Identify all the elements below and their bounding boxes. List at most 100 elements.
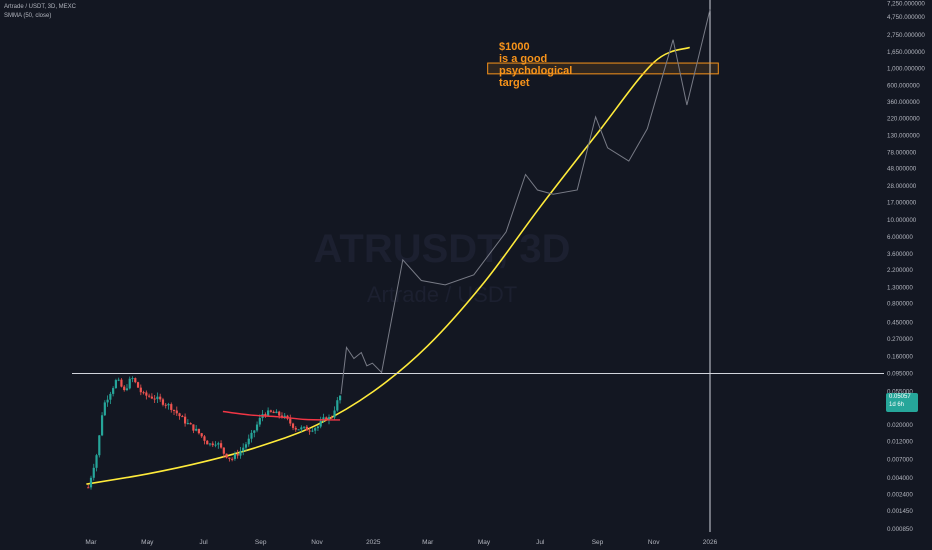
candle-body	[333, 410, 336, 418]
y-tick-label: 0.012000	[887, 439, 913, 446]
candle-body	[338, 395, 342, 401]
candle-body	[161, 399, 165, 405]
candle-body	[264, 414, 267, 416]
candle-body	[178, 413, 181, 417]
candle-body	[117, 379, 120, 381]
symbol-title[interactable]: Artrade / USDT, 3D, MEXC	[4, 4, 77, 10]
candle-body	[242, 447, 245, 452]
candle-body	[250, 432, 253, 439]
y-tick-label: 1,650.000000	[887, 49, 925, 56]
candle-body	[228, 457, 231, 459]
candle-body	[123, 386, 126, 391]
price-axis[interactable]: 7,250.000000 4,750.000000 2,750.000000 1,65…	[887, 0, 925, 533]
candle-body	[255, 424, 259, 431]
candle-body	[302, 426, 306, 428]
candle-body	[186, 423, 189, 425]
x-tick-label: Sep	[592, 539, 604, 546]
candle-body	[150, 396, 153, 399]
candle-body	[170, 404, 173, 410]
candle-body	[258, 417, 261, 425]
y-tick-label: 1.300000	[887, 284, 913, 291]
time-axis[interactable]: Mar May Jul Sep Nov 2025 Mar May Jul Sep Nov 2026	[85, 539, 717, 546]
candle-body	[131, 378, 134, 380]
x-tick-label: May	[478, 539, 491, 546]
candle-body	[189, 423, 192, 425]
candle-body	[100, 415, 104, 436]
x-tick-label: Jul	[536, 539, 545, 546]
smma-line	[222, 410, 341, 421]
candle-body	[200, 433, 203, 437]
candle-body	[211, 443, 214, 446]
candle-body	[208, 443, 212, 445]
target-rect	[487, 62, 719, 75]
x-tick-label: 2026	[703, 539, 718, 546]
candle-body	[145, 392, 148, 396]
y-tick-label: 0.450000	[887, 319, 913, 326]
y-tick-label: 0.000850	[887, 526, 913, 533]
candle-body	[217, 443, 220, 445]
candle-body	[291, 423, 295, 428]
y-tick-label: 220.000000	[887, 115, 920, 122]
x-tick-label: Nov	[648, 539, 660, 546]
candle-body	[98, 435, 101, 456]
y-tick-label: 0.007000	[887, 456, 913, 463]
candle-body	[95, 455, 98, 468]
candle-body	[231, 458, 234, 460]
candle-body	[114, 380, 118, 389]
candle-body	[239, 451, 242, 456]
y-tick-label: 0.270000	[887, 336, 913, 343]
smma-path	[222, 410, 341, 421]
y-tick-label: 6.000000	[887, 234, 913, 241]
parabolic-curve	[86, 46, 691, 485]
y-tick-label: 0.800000	[887, 300, 913, 307]
y-tick-label: 2,750.000000	[887, 32, 925, 39]
candle-body	[280, 415, 284, 418]
candle-body	[134, 378, 137, 383]
x-tick-label: May	[141, 539, 154, 546]
x-tick-label: 2025	[366, 539, 381, 546]
candle-body	[330, 417, 333, 419]
x-tick-label: Mar	[85, 539, 97, 546]
candle-body	[244, 444, 248, 448]
projection-path	[340, 9, 711, 395]
watermark: ATRUSDT, 3D Artrade / USDT	[313, 227, 570, 307]
indicator-label[interactable]: SMMA (50, close)	[4, 13, 52, 19]
candle-body	[125, 388, 129, 391]
candle-body	[183, 416, 187, 424]
candle-body	[106, 399, 109, 403]
bar-countdown: 1d 6h	[889, 402, 905, 408]
x-tick-label: Jul	[199, 539, 208, 546]
candle-body	[87, 487, 90, 489]
candle-body	[297, 429, 300, 431]
projection-line	[340, 9, 711, 395]
y-tick-label: 7,250.000000	[887, 0, 925, 7]
y-tick-label: 17.000000	[887, 200, 917, 207]
x-tick-label: Nov	[311, 539, 323, 546]
candle-body	[311, 430, 314, 432]
candles	[87, 376, 342, 490]
y-tick-label: 0.001450	[887, 508, 913, 515]
candle-body	[300, 427, 303, 430]
annotation-line-4: target	[499, 77, 530, 89]
candle-body	[197, 428, 201, 434]
candle-body	[206, 440, 209, 445]
y-tick-label: 28.000000	[887, 183, 917, 190]
candle-body	[159, 396, 162, 400]
candle-body	[103, 402, 106, 416]
y-tick-label: 4,750.000000	[887, 14, 925, 21]
target-box	[487, 62, 719, 75]
y-tick-label: 0.020000	[887, 422, 913, 429]
candle-body	[272, 411, 275, 414]
candle-body	[236, 453, 239, 456]
candle-body	[109, 393, 112, 400]
y-tick-label: 2.200000	[887, 267, 913, 274]
y-tick-label: 1,000.000000	[887, 66, 925, 73]
y-tick-label: 0.095000	[887, 371, 913, 378]
candle-body	[316, 426, 320, 429]
candle-body	[325, 417, 328, 420]
candle-body	[136, 382, 140, 388]
y-tick-label: 3.600000	[887, 251, 913, 258]
last-price-tag: 0.05057 1d 6h	[886, 393, 918, 412]
candle-body	[89, 477, 93, 488]
